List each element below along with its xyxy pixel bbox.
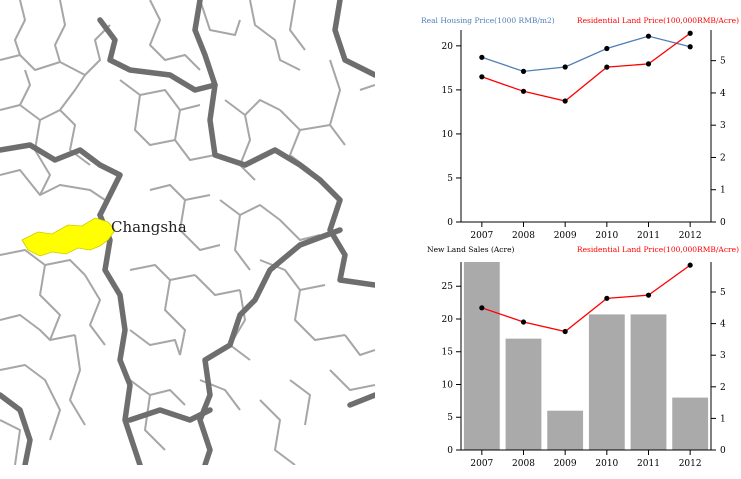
series-point-1-2009 (562, 328, 568, 335)
province-borders (0, 0, 375, 465)
right-tick-label: 5 (720, 57, 726, 67)
charts-panel: Real Housing Price(1000 RMB/m2) Resident… (421, 16, 739, 469)
series-line-0 (481, 35, 691, 73)
series-point-1-2009 (562, 98, 568, 104)
series-point-1-2007 (479, 305, 485, 311)
x-tick-label: 2012 (679, 459, 702, 469)
series-point-1-2008 (520, 319, 527, 325)
x-tick-label: 2011 (637, 459, 660, 469)
right-tick-label: 4 (720, 320, 726, 330)
x-tick-label: 2010 (595, 459, 618, 469)
right-tick-label: 1 (720, 186, 726, 196)
left-tick-label: 15 (442, 348, 454, 358)
right-tick-label: 5 (720, 288, 726, 298)
series-point-0-2009 (562, 64, 568, 70)
series-point-1-2008 (520, 88, 527, 94)
right-tick-label: 0 (720, 218, 726, 228)
x-tick-label: 2008 (512, 231, 535, 241)
series-point-1-2010 (604, 64, 610, 70)
district-borders (0, 0, 375, 465)
right-tick-label: 1 (720, 414, 726, 424)
housing-price-chart: Real Housing Price(1000 RMB/m2) Resident… (421, 16, 739, 241)
x-tick-label: 2009 (554, 459, 577, 469)
chart2-left-title: New Land Sales (Acre) (427, 245, 515, 254)
x-tick-label: 2007 (470, 459, 493, 469)
x-tick-label: 2009 (554, 231, 577, 241)
series-line-1 (481, 32, 691, 102)
right-tick-label: 2 (720, 153, 726, 163)
bar-2007 (463, 262, 500, 450)
left-tick-label: 0 (447, 446, 453, 456)
series-point-0-2011 (645, 33, 652, 39)
series-point-1-2011 (645, 61, 652, 67)
left-tick-label: 5 (447, 174, 453, 184)
left-tick-label: 20 (442, 42, 454, 52)
region-map[interactable]: Changsha (0, 0, 375, 465)
right-tick-label: 4 (720, 89, 726, 99)
x-tick-label: 2011 (637, 231, 660, 241)
series-point-1-2007 (479, 74, 485, 80)
right-tick-label: 3 (720, 351, 726, 361)
left-tick-label: 10 (442, 130, 454, 140)
changsha-highlight[interactable] (21, 217, 116, 257)
series-point-0-2007 (479, 54, 485, 60)
right-tick-label: 0 (720, 446, 726, 456)
x-tick-label: 2007 (470, 231, 493, 241)
left-tick-label: 20 (442, 315, 454, 325)
x-tick-label: 2010 (595, 231, 618, 241)
land-sales-chart: New Land Sales (Acre) Residential Land P… (427, 245, 739, 469)
series-point-0-2010 (604, 45, 610, 52)
series-line-1 (481, 264, 691, 333)
bar-2010 (588, 314, 625, 450)
city-label: Changsha (111, 218, 187, 236)
left-tick-label: 10 (442, 380, 454, 390)
series-point-0-2008 (520, 68, 527, 74)
bar-2009 (547, 410, 584, 450)
chart2-right-title: Residential Land Price(100,000RMB/Acre) (577, 245, 739, 254)
series-point-1-2012 (687, 30, 693, 36)
left-tick-label: 0 (447, 218, 453, 228)
series-point-1-2010 (604, 295, 610, 301)
x-tick-label: 2008 (512, 459, 535, 469)
x-tick-label: 2012 (679, 231, 702, 241)
right-tick-label: 3 (720, 121, 726, 131)
bar-2008 (505, 338, 542, 450)
right-tick-label: 2 (720, 383, 726, 393)
bar-2011 (630, 314, 667, 450)
left-tick-label: 5 (447, 413, 453, 423)
series-point-1-2012 (687, 262, 693, 268)
bar-2012 (672, 397, 709, 450)
left-tick-label: 15 (442, 86, 454, 96)
chart1-left-title: Real Housing Price(1000 RMB/m2) (421, 16, 555, 25)
chart1-right-title: Residential Land Price(100,000RMB/Acre) (577, 16, 739, 25)
left-tick-label: 25 (442, 282, 454, 292)
series-point-0-2012 (687, 44, 693, 50)
series-point-1-2011 (645, 292, 652, 298)
